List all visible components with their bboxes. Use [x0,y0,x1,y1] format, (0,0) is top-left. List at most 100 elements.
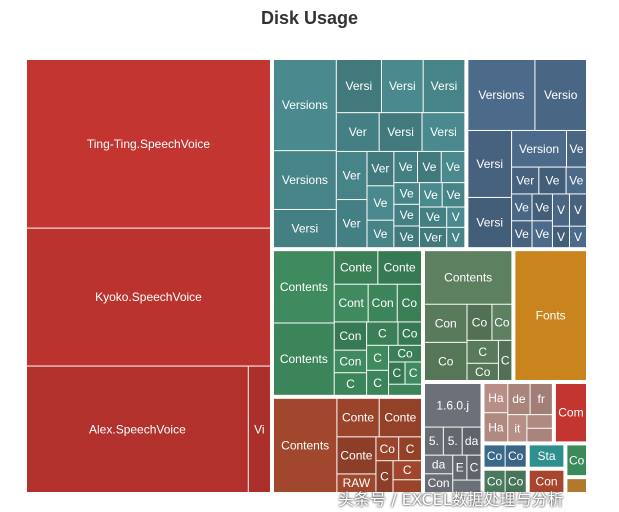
treemap-cell[interactable] [367,345,389,370]
treemap-cell[interactable] [512,221,532,248]
treemap-cell[interactable] [337,474,376,492]
treemap-cell[interactable] [552,226,569,248]
treemap-cell[interactable] [515,251,586,380]
treemap-cell[interactable] [424,251,512,304]
treemap-cell[interactable] [527,415,552,428]
treemap-cell[interactable] [399,437,421,461]
treemap-cell[interactable] [512,130,567,167]
treemap-cell[interactable] [508,383,530,415]
treemap-cell[interactable] [389,345,421,362]
treemap-cell[interactable] [419,183,442,207]
treemap-cell[interactable] [393,480,421,492]
treemap-cell[interactable] [447,207,465,227]
treemap-cell[interactable] [505,470,526,492]
treemap-cell[interactable] [389,362,405,384]
treemap-cell[interactable] [336,200,367,248]
treemap-cell[interactable] [567,445,586,476]
treemap-cell[interactable] [376,437,399,461]
treemap-cell[interactable] [468,130,512,197]
treemap-cell[interactable] [336,151,367,200]
treemap-cell[interactable] [337,398,379,437]
treemap-cell[interactable] [273,151,336,209]
treemap-cell[interactable] [532,221,552,248]
treemap-cell[interactable] [424,383,481,427]
treemap-cell[interactable] [484,383,508,413]
treemap-cell[interactable] [394,204,419,226]
treemap-cell[interactable] [367,151,394,186]
treemap-cell[interactable] [462,427,481,455]
treemap-cell[interactable] [492,304,512,340]
treemap-cell[interactable] [379,398,421,437]
treemap-cell[interactable] [567,479,586,492]
treemap-cell[interactable] [334,251,378,284]
treemap-cell[interactable] [273,323,334,395]
treemap-cell[interactable] [552,194,569,226]
treemap-cell[interactable] [334,322,367,350]
treemap-cell[interactable] [378,251,421,284]
treemap-cell[interactable] [569,226,586,248]
treemap-cell[interactable] [419,227,447,248]
treemap-cell[interactable] [367,370,389,395]
treemap-cell[interactable] [539,167,566,194]
treemap-cell[interactable] [334,373,367,395]
treemap-cell[interactable] [248,366,270,492]
treemap-cell[interactable] [484,470,505,492]
treemap-cell[interactable] [394,183,419,204]
treemap-cell[interactable] [376,461,393,492]
treemap-cell[interactable] [424,304,467,342]
treemap-cell[interactable] [367,186,394,220]
treemap-cell[interactable] [530,383,552,415]
treemap-cell[interactable] [508,415,527,442]
treemap-cell[interactable] [423,60,465,113]
treemap-cell[interactable] [334,350,367,373]
treemap-cell[interactable] [273,251,334,323]
treemap-cell[interactable] [27,60,270,228]
treemap-cell[interactable] [337,437,376,474]
treemap-cell[interactable] [394,151,418,183]
treemap-cell[interactable] [527,428,552,442]
treemap-cell[interactable] [368,284,397,322]
treemap-cell[interactable] [447,227,465,248]
treemap-cell[interactable] [27,228,270,366]
treemap-cell[interactable] [424,342,467,380]
treemap-cell[interactable] [467,363,498,380]
treemap-cell[interactable] [393,461,421,480]
treemap-cell[interactable] [555,383,586,442]
treemap-cell[interactable] [273,398,337,492]
treemap-cell[interactable] [367,220,394,248]
treemap-cell[interactable] [484,413,508,442]
treemap-cell[interactable] [422,113,465,151]
treemap-cell[interactable] [529,470,564,492]
treemap-cell[interactable] [424,427,443,455]
treemap-cell[interactable] [566,167,586,194]
treemap-cell[interactable] [468,60,535,130]
treemap-cell[interactable] [484,445,505,467]
treemap-cell[interactable] [453,455,467,480]
treemap-cell[interactable] [394,226,419,248]
treemap-cell[interactable] [397,284,421,322]
treemap-cell[interactable] [336,113,379,151]
treemap-cell[interactable] [498,340,512,380]
treemap-cell[interactable] [467,340,498,363]
treemap-cell[interactable] [468,197,512,248]
treemap-cell[interactable] [512,194,532,221]
treemap-cell[interactable] [505,445,526,467]
treemap-cell[interactable] [532,194,552,221]
treemap-cell[interactable] [467,304,492,340]
treemap-cell[interactable] [442,183,465,207]
treemap-cell[interactable] [334,284,368,322]
treemap-cell[interactable] [398,322,421,345]
treemap-cell[interactable] [529,445,564,467]
treemap-cell[interactable] [567,130,586,167]
treemap-cell[interactable] [381,60,423,113]
treemap-cell[interactable] [418,151,441,183]
treemap-cell[interactable] [569,194,586,226]
treemap-cell[interactable] [405,362,421,384]
treemap-cell[interactable] [419,207,447,227]
treemap-cell[interactable] [273,60,336,151]
treemap-cell[interactable] [424,474,453,492]
treemap-cell[interactable] [535,60,586,130]
treemap-cell[interactable] [367,322,398,345]
treemap-cell[interactable] [441,151,465,183]
treemap-cell[interactable] [336,60,381,113]
